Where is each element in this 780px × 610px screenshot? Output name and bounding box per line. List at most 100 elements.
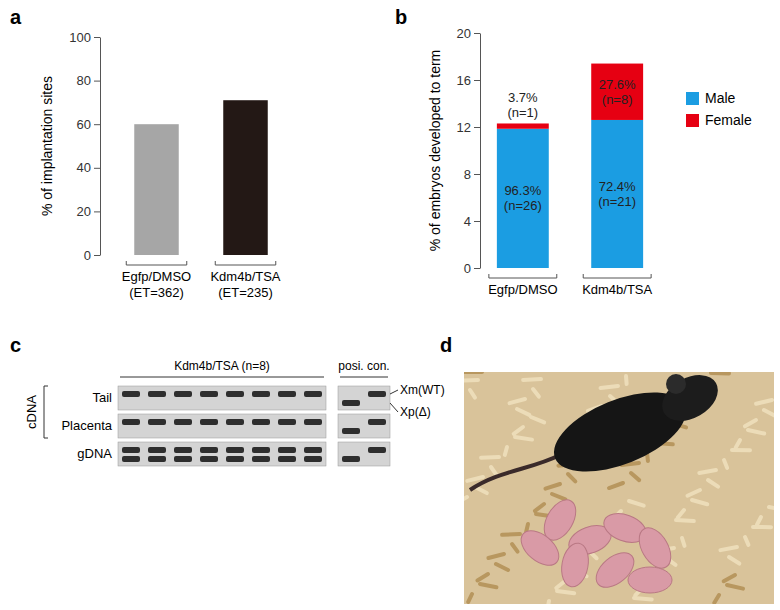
axis-line: [100, 38, 101, 256]
wood-shaving: [467, 477, 483, 481]
wood-shaving: [764, 410, 774, 416]
wood-shaving: [514, 427, 523, 434]
tick: 8: [464, 167, 480, 182]
gel-strip: [338, 414, 390, 438]
row-label: Placenta: [61, 418, 112, 433]
gel-band: [342, 456, 360, 462]
wood-shaving: [756, 400, 772, 404]
gel-band: [122, 456, 140, 462]
tick-label: 60: [77, 117, 91, 132]
annotations: 96.3%(n=26)72.4%(n=21)3.7%(n=1)27.6%(n=8…: [504, 77, 636, 214]
lane-group-label: posi. con.: [338, 359, 389, 373]
bar-segment: [497, 129, 549, 268]
tick-label: 80: [77, 73, 91, 88]
gel-band: [342, 428, 360, 434]
gel-band: [304, 419, 322, 425]
wood-shaving: [523, 377, 541, 382]
tick-label: 16: [457, 73, 471, 88]
wood-shaving: [468, 594, 472, 602]
gel-band: [368, 419, 386, 425]
wood-shaving: [547, 601, 549, 604]
tick: 40: [77, 160, 100, 175]
tick-label: 100: [69, 30, 91, 45]
wood-shaving: [757, 517, 761, 525]
wood-shaving: [533, 389, 539, 397]
wood-shaving: [631, 473, 639, 480]
wood-shaving: [745, 537, 748, 545]
legend-label: Male: [705, 90, 736, 106]
photo-background: [464, 372, 774, 604]
wood-shaving: [634, 598, 652, 599]
gel-band: [200, 456, 218, 462]
legend-label: Female: [705, 112, 752, 128]
gel-strip: [118, 442, 326, 466]
gel-band: [226, 456, 244, 462]
mouse-ear: [666, 374, 686, 394]
wood-shaving: [545, 484, 560, 489]
tick-mark: [94, 81, 100, 82]
bar-segment: [591, 64, 643, 120]
bars: [497, 64, 643, 268]
gel-band: [148, 447, 166, 453]
gel-band: [148, 456, 166, 462]
tick: 0: [84, 248, 100, 263]
gel-band: [200, 391, 218, 397]
wood-shaving: [624, 376, 629, 384]
bracket: [44, 386, 48, 438]
text-line: (ET=362): [129, 285, 184, 300]
tick-mark: [94, 211, 100, 212]
wood-shaving: [745, 420, 756, 426]
text-line: Egfp/DMSO: [122, 269, 191, 284]
tick-label: 4: [464, 214, 471, 229]
wood-shaving: [556, 581, 565, 588]
wood-shaving: [769, 507, 774, 510]
band-label: Xm(WT): [400, 383, 445, 397]
tick: 100: [69, 30, 100, 45]
tick-label: 8: [464, 167, 471, 182]
category-bracket: [215, 261, 276, 265]
tick-label: 0: [84, 248, 91, 263]
category-bracket: [126, 261, 187, 265]
tick: 60: [77, 117, 100, 132]
text-line: 96.3%: [504, 183, 541, 198]
wood-shaving: [711, 372, 729, 375]
wood-shaving: [510, 399, 525, 403]
y-axis-title: % of implantation sites: [39, 76, 55, 216]
tick: 20: [77, 204, 100, 219]
gel-band: [252, 391, 270, 397]
tick: 16: [457, 73, 480, 88]
mouse-tail: [470, 455, 560, 490]
wood-shaving: [464, 378, 478, 383]
wood-shaving: [676, 520, 694, 521]
bar-segment: [497, 123, 549, 128]
wood-shaving: [708, 480, 718, 487]
band-label: Xp(Δ): [400, 405, 431, 419]
panel-letter: d: [440, 334, 452, 356]
category-label: Egfp/DMSO(ET=362): [122, 269, 191, 300]
gel-band: [174, 391, 192, 397]
wood-shaving: [477, 574, 488, 580]
pup: [558, 541, 591, 589]
wood-shaving: [692, 500, 707, 504]
bar-segment: [591, 120, 643, 268]
gel-band: [252, 419, 270, 425]
text-line: (ET=235): [218, 285, 273, 300]
figure: abcd020406080100Egfp/DMSO(ET=362)Kdm4b/T…: [0, 0, 780, 610]
wood-shaving: [568, 474, 575, 481]
gel-band: [148, 391, 166, 397]
wood-shaving: [736, 440, 740, 448]
text-line: (n=8): [602, 92, 633, 107]
tick-mark: [474, 127, 480, 128]
gel-band: [368, 447, 386, 453]
tick: 0: [464, 261, 480, 276]
gel-band: [148, 419, 166, 425]
gel-band: [122, 419, 140, 425]
tick-mark: [474, 268, 480, 269]
panel-letter: a: [10, 6, 22, 28]
text-line: (n=1): [507, 105, 538, 120]
axis-line: [480, 34, 481, 269]
wood-shaving: [748, 430, 764, 434]
tick: 20: [457, 26, 480, 41]
wood-shaving: [609, 483, 623, 488]
gel-band: [304, 391, 322, 397]
